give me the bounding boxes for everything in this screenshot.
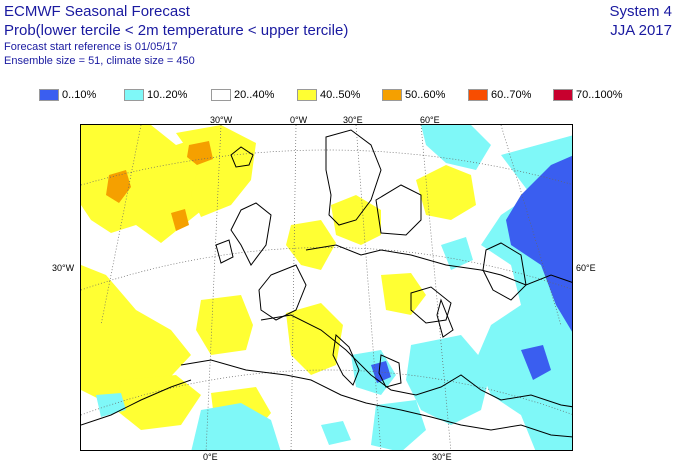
lon-label-top-0w: 0°W [290, 115, 308, 125]
legend-label: 60..70% [491, 89, 532, 101]
legend-label: 50..60% [405, 89, 446, 101]
legend: 0..10% 10..20% 20..40% 40..50% 50..60% 6… [0, 88, 678, 104]
legend-swatch [297, 89, 317, 101]
chart-title: ECMWF Seasonal Forecast [4, 3, 190, 20]
ensemble-size: Ensemble size = 51, climate size = 450 [4, 55, 195, 67]
coastlines [81, 129, 572, 438]
lon-label-bottom-30e: 30°E [432, 452, 452, 462]
legend-swatch [124, 89, 144, 101]
legend-swatch [553, 89, 573, 101]
legend-swatch [211, 89, 231, 101]
system-label: System 4 [609, 3, 672, 20]
prob-0-10-regions [371, 155, 572, 383]
lon-label-bottom-0e: 0°E [203, 452, 218, 462]
legend-label: 10..20% [147, 89, 188, 101]
probability-map [81, 125, 572, 450]
legend-swatch [468, 89, 488, 101]
prob-50-60-regions [106, 141, 213, 231]
legend-label: 20..40% [234, 89, 275, 101]
legend-swatch [39, 89, 59, 101]
lon-label-top-60e: 60°E [420, 115, 440, 125]
lat-label-left-30w: 30°W [52, 263, 75, 273]
map-panel [80, 124, 573, 451]
legend-label: 40..50% [320, 89, 361, 101]
legend-label: 0..10% [62, 89, 97, 101]
lon-label-top-30w: 30°W [210, 115, 233, 125]
season-label: JJA 2017 [610, 22, 672, 39]
legend-label: 70..100% [576, 89, 623, 101]
lon-label-top-30e: 30°E [343, 115, 363, 125]
forecast-start-reference: Forecast start reference is 01/05/17 [4, 41, 178, 53]
chart-subtitle: Prob(lower tercile < 2m temperature < up… [4, 22, 349, 39]
graticule [81, 125, 572, 450]
lat-label-right-60e: 60°E [576, 263, 596, 273]
legend-swatch [382, 89, 402, 101]
